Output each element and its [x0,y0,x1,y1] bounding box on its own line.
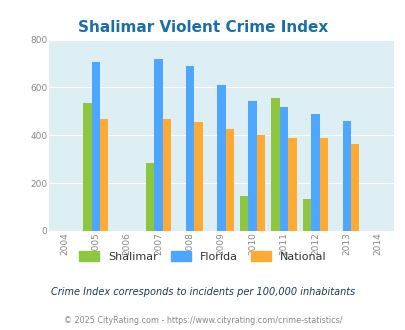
Bar [225,129,233,231]
Bar [154,59,162,231]
Text: Crime Index corresponds to incidents per 100,000 inhabitants: Crime Index corresponds to incidents per… [51,287,354,297]
Bar [288,138,296,231]
Bar [194,122,202,231]
Bar [310,114,319,231]
Text: © 2025 CityRating.com - https://www.cityrating.com/crime-statistics/: © 2025 CityRating.com - https://www.city… [64,315,341,325]
Bar [100,119,108,231]
Bar [162,119,171,231]
Bar [302,199,310,231]
Bar [319,138,327,231]
Text: Shalimar Violent Crime Index: Shalimar Violent Crime Index [78,20,327,35]
Bar [83,104,91,231]
Bar [91,62,100,231]
Legend: Shalimar, Florida, National: Shalimar, Florida, National [76,248,329,266]
Bar [342,121,350,231]
Bar [271,98,279,231]
Bar [256,135,265,231]
Bar [145,163,154,231]
Bar [248,101,256,231]
Bar [217,84,225,231]
Bar [350,144,358,231]
Bar [239,196,248,231]
Bar [279,107,288,231]
Bar [185,66,194,231]
